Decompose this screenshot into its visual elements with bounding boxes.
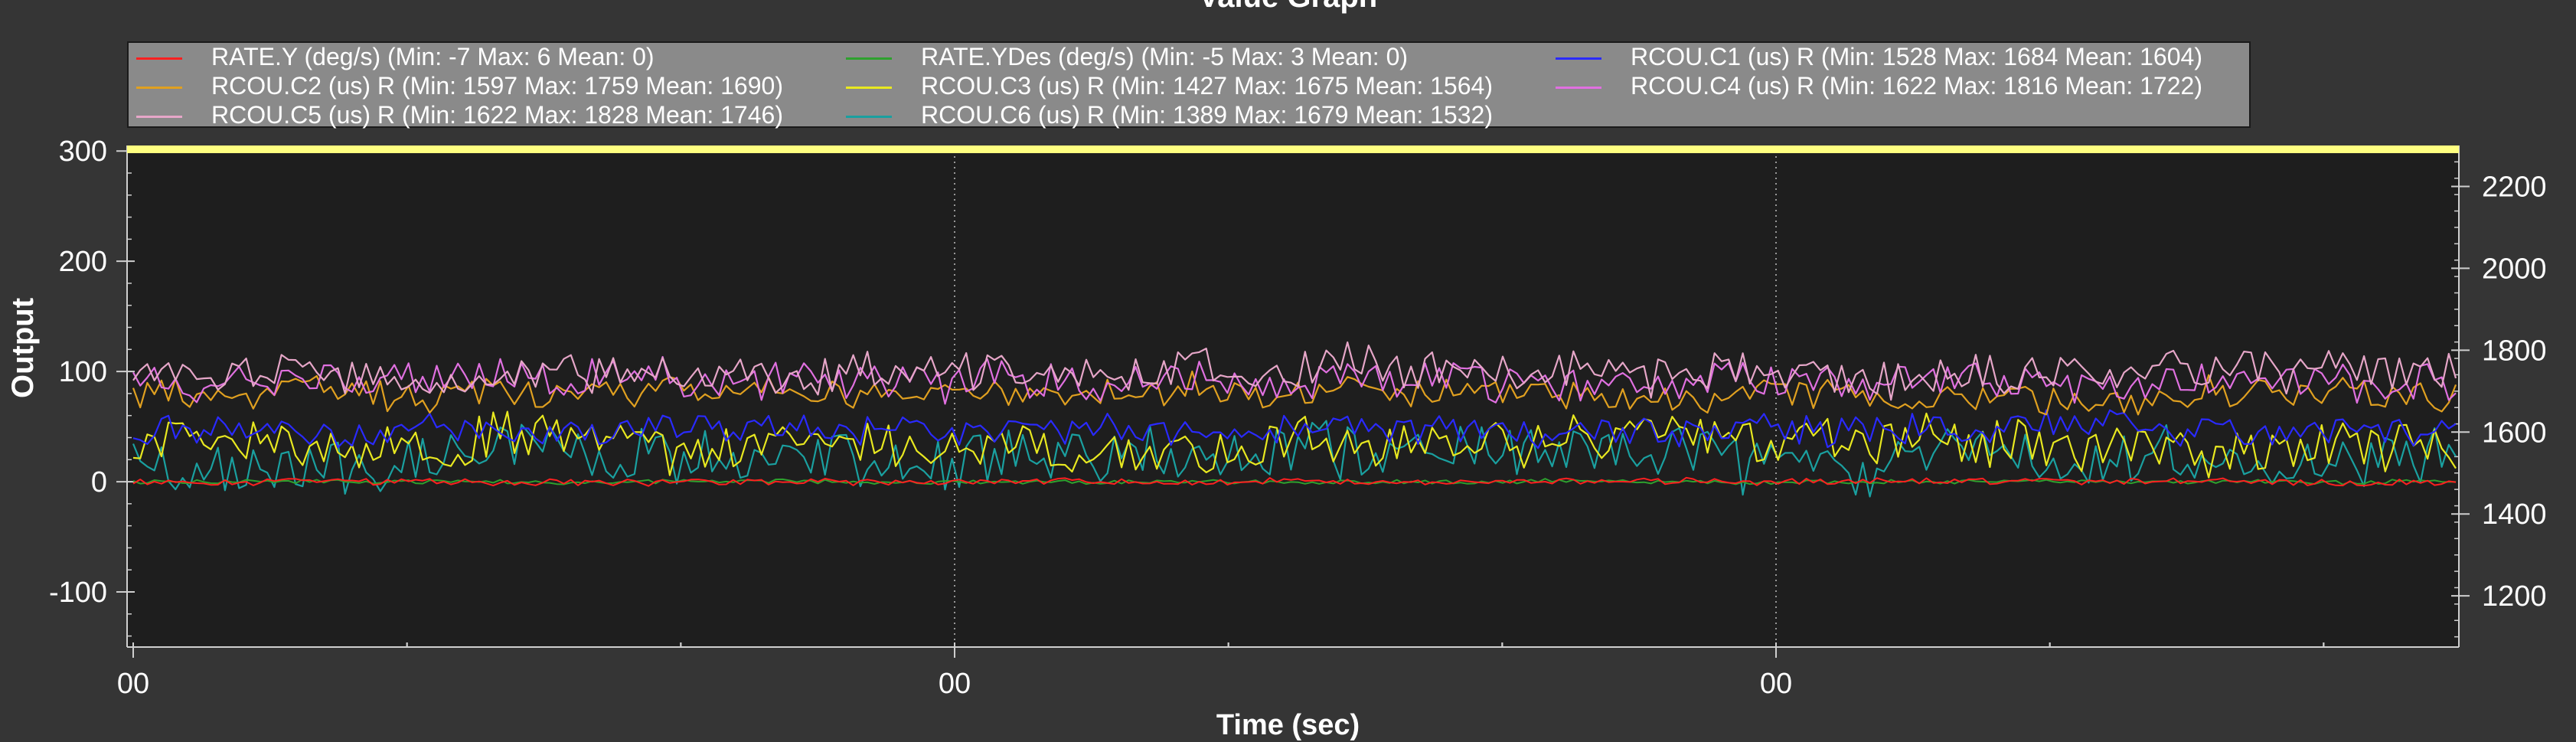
series-line [132, 409, 2457, 449]
legend-item[interactable]: RATE.Y (deg/s) (Min: -7 Max: 6 Mean: 0) [136, 43, 655, 70]
y-right-tick-label: 1400 [2482, 498, 2547, 531]
legend-label: RATE.Y (deg/s) (Min: -7 Max: 6 Mean: 0) [211, 43, 655, 70]
legend-item[interactable]: RCOU.C1 (us) R (Min: 1528 Max: 1684 Mean… [1556, 43, 2202, 70]
legend-swatch [846, 57, 892, 60]
series-line [132, 370, 2457, 416]
legend-item[interactable]: RCOU.C5 (us) R (Min: 1622 Max: 1828 Mean… [136, 101, 783, 129]
y-left-tick-label: -100 [49, 577, 107, 609]
legend: RATE.Y (deg/s) (Min: -7 Max: 6 Mean: 0) R… [127, 41, 2251, 129]
legend-swatch [1556, 87, 1601, 90]
legend-label: RCOU.C1 (us) R (Min: 1528 Max: 1684 Mean… [1631, 43, 2202, 70]
top-band [127, 145, 2459, 153]
x-tick-label: 00 [939, 668, 971, 700]
x-axis-label: Time (sec) [1216, 709, 1360, 741]
y-right-tick-label: 1200 [2482, 580, 2547, 613]
series-line [132, 341, 2457, 401]
legend-swatch [136, 57, 182, 60]
legend-label: RCOU.C5 (us) R (Min: 1622 Max: 1828 Mean… [211, 101, 783, 129]
y-left-tick-label: 300 [59, 136, 107, 168]
legend-item[interactable]: RCOU.C4 (us) R (Min: 1622 Max: 1816 Mean… [1556, 72, 2202, 100]
y-right-tick-label: 1600 [2482, 417, 2547, 449]
y-right-tick-label: 1800 [2482, 335, 2547, 367]
y-right-tick-label: 2200 [2482, 171, 2547, 203]
y-left-tick-label: 0 [91, 466, 107, 498]
legend-label: RATE.YDes (deg/s) (Min: -5 Max: 3 Mean: … [921, 43, 1409, 70]
y-right-tick-label: 2000 [2482, 253, 2547, 285]
legend-swatch [846, 87, 892, 90]
legend-item[interactable]: RCOU.C3 (us) R (Min: 1427 Max: 1675 Mean… [846, 72, 1493, 100]
x-tick-label: 00 [117, 668, 149, 700]
y-axis-label: Output [6, 297, 40, 398]
x-tick-label: 00 [1760, 668, 1792, 700]
legend-item[interactable]: RCOU.C6 (us) R (Min: 1389 Max: 1679 Mean… [846, 101, 1493, 129]
plot-area [127, 145, 2459, 647]
legend-label: RCOU.C3 (us) R (Min: 1427 Max: 1675 Mean… [921, 72, 1493, 100]
legend-swatch [1556, 57, 1601, 60]
legend-label: RCOU.C4 (us) R (Min: 1622 Max: 1816 Mean… [1631, 72, 2202, 100]
series-line [132, 476, 2457, 487]
legend-swatch [136, 116, 182, 119]
legend-swatch [846, 116, 892, 119]
legend-label: RCOU.C6 (us) R (Min: 1389 Max: 1679 Mean… [921, 101, 1493, 129]
legend-item[interactable]: RATE.YDes (deg/s) (Min: -5 Max: 3 Mean: … [846, 43, 1408, 70]
y-left-tick-label: 100 [59, 356, 107, 388]
legend-swatch [136, 87, 182, 90]
y-left-tick-label: 200 [59, 246, 107, 278]
legend-item[interactable]: RCOU.C2 (us) R (Min: 1597 Max: 1759 Mean… [136, 72, 783, 100]
legend-label: RCOU.C2 (us) R (Min: 1597 Max: 1759 Mean… [211, 72, 783, 100]
chart-title: Value Graph [0, 0, 2576, 15]
